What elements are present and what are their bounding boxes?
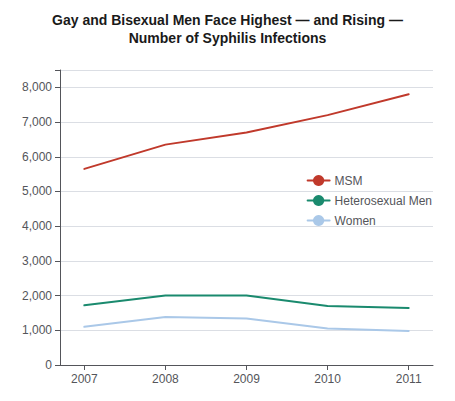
svg-text:8,000: 8,000 [22, 80, 52, 94]
svg-text:0: 0 [45, 358, 52, 372]
svg-text:7,000: 7,000 [22, 115, 52, 129]
svg-text:Heterosexual Men: Heterosexual Men [335, 194, 432, 208]
svg-text:2,000: 2,000 [22, 289, 52, 303]
svg-text:2009: 2009 [233, 372, 260, 386]
svg-text:Women: Women [335, 214, 376, 228]
svg-text:5,000: 5,000 [22, 184, 52, 198]
svg-text:3,000: 3,000 [22, 254, 52, 268]
svg-text:1,000: 1,000 [22, 323, 52, 337]
svg-text:6,000: 6,000 [22, 150, 52, 164]
svg-text:4,000: 4,000 [22, 219, 52, 233]
svg-text:Number of Syphilis Infections: Number of Syphilis Infections [129, 30, 327, 46]
svg-text:Gay and Bisexual Men Face High: Gay and Bisexual Men Face Highest — and … [52, 12, 403, 28]
svg-text:2011: 2011 [396, 372, 422, 386]
svg-text:MSM: MSM [335, 174, 363, 188]
svg-text:2007: 2007 [71, 372, 98, 386]
svg-text:2010: 2010 [314, 372, 341, 386]
svg-text:2008: 2008 [152, 372, 179, 386]
